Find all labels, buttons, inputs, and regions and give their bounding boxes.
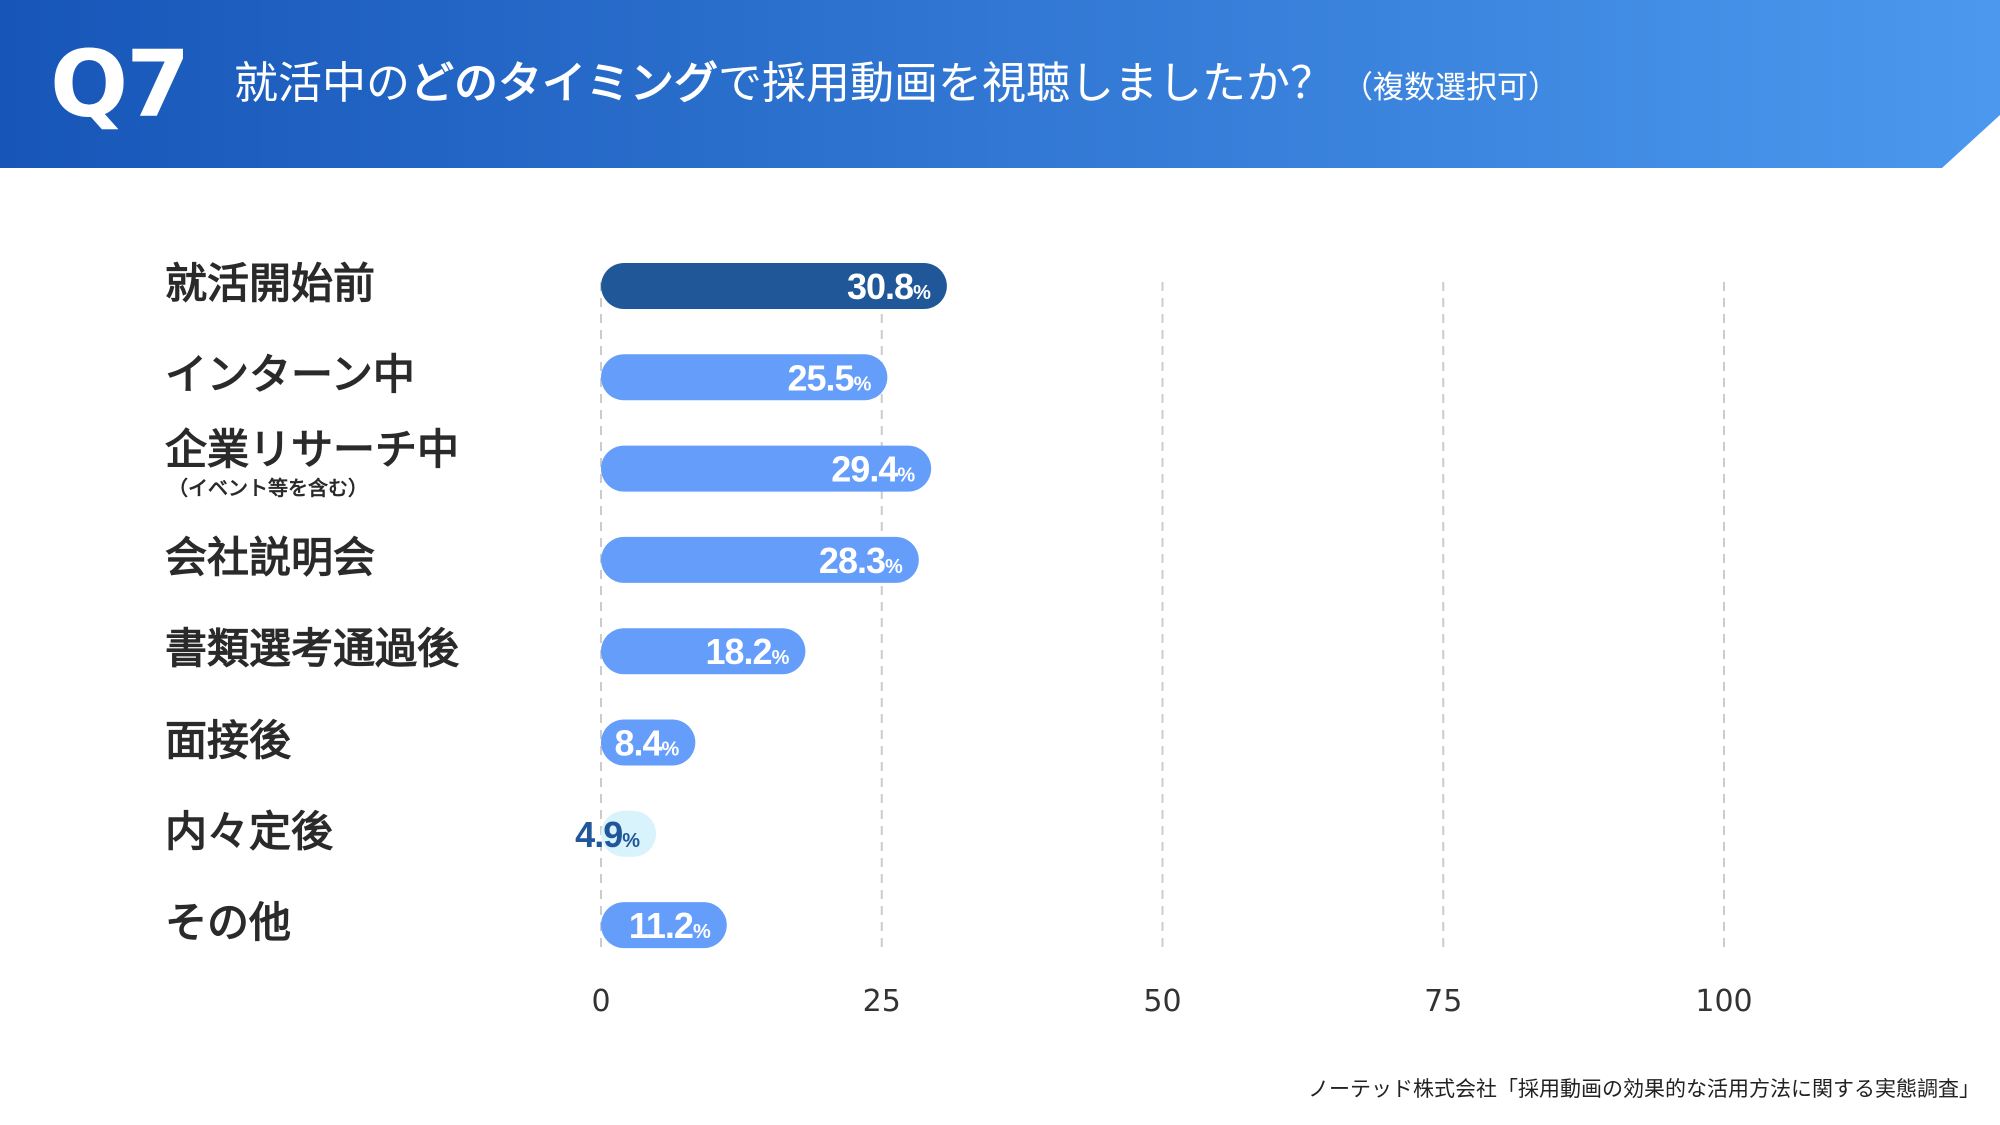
bar-value-label: 30.8% [847,266,931,307]
question-title: 就活中のどのタイミングで採用動画を視聴しましたか？ （複数選択可） [234,54,1559,118]
bar-value-label: 28.3% [819,540,903,581]
title-emphasis: どのタイミング [410,58,718,109]
bar [601,263,947,309]
bar-value-label: 4.9% [575,814,640,855]
category-label: 就活開始前 [165,259,376,308]
source-credit: ノーテッド株式会社「採用動画の効果的な活用方法に関する実態調査」 [1308,1077,1980,1101]
title-pre: 就活中の [234,58,410,109]
title-note: （複数選択可） [1342,70,1559,106]
bar-value-label: 11.2% [629,905,711,946]
category-label: 会社説明会 [165,532,376,582]
bar-value-label: 8.4% [614,723,679,764]
x-tick-label: 100 [1695,984,1752,1019]
category-label: その他 [165,898,292,948]
bar [601,902,727,949]
bar [601,536,919,583]
bar [601,445,932,492]
bar-value-label: 18.2% [706,631,790,672]
bar-value-label: 25.5% [787,357,871,398]
category-label: インターン中 [165,350,415,400]
category-label: 企業リサーチ中 [165,424,460,474]
category-label: 内々定後 [165,806,334,856]
x-tick-label: 25 [863,984,901,1019]
category-label: 書類選考通過後 [165,624,460,674]
question-number: Q7 [50,31,190,138]
header-background [0,0,2000,168]
bar [601,354,888,401]
header-banner: Q7 就活中のどのタイミングで採用動画を視聴しましたか？ （複数選択可） [0,0,2000,168]
bar [601,719,696,766]
x-tick-label: 50 [1143,984,1181,1019]
x-tick-label: 0 [591,984,610,1019]
title-post: で採用動画を視聴しましたか？ [718,58,1334,109]
bar-value-label: 29.4% [831,449,915,490]
category-note: （イベント等を含む） [168,475,368,500]
x-tick-label: 75 [1424,984,1462,1019]
category-label: 面接後 [165,715,292,765]
bar [601,810,657,857]
bar [601,628,806,675]
